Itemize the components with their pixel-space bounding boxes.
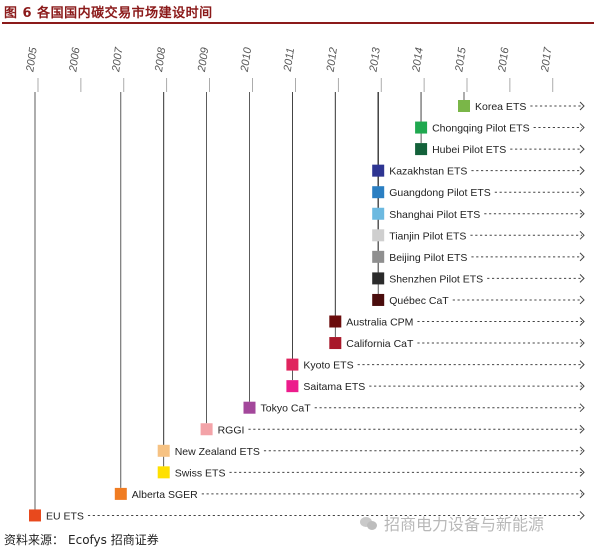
- event-label-alberta-sger: Alberta SGER: [132, 489, 198, 501]
- marker-kyoto-ets: [286, 358, 299, 371]
- event-label-swiss-ets: Swiss ETS: [175, 467, 226, 479]
- year-label-2005: 2005: [24, 46, 40, 74]
- arrow-head-beijing-pilot-ets: [579, 252, 585, 262]
- figure-title: 图 6 各国国内碳交易市场建设时间: [4, 6, 213, 21]
- arrow-head-korea-ets: [579, 101, 585, 111]
- arrow-head-kazakhstan-ets: [579, 166, 585, 176]
- year-label-2006: 2006: [67, 46, 83, 74]
- year-label-2017: 2017: [539, 46, 555, 74]
- year-label-2008: 2008: [153, 46, 169, 74]
- timeline-chart: 2005 2006 2007 2008 2009 2010 2011 2012 2013 2014…: [24, 46, 585, 522]
- marker-tianjin-pilot-ets: [372, 229, 385, 242]
- event-label-new-zealand-ets: New Zealand ETS: [175, 446, 260, 458]
- marker-beijing-pilot-ets: [372, 250, 385, 263]
- event-label-hubei-pilot-ets: Hubei Pilot ETS: [432, 144, 506, 156]
- arrow-head-kyoto-ets: [579, 360, 585, 369]
- year-label-2011: 2011: [282, 47, 297, 73]
- arrow-head-swiss-ets: [579, 467, 585, 477]
- title-divider: [2, 22, 594, 24]
- marker-qu-bec-cat: [372, 293, 385, 306]
- arrow-head-tokyo-cat: [579, 403, 585, 413]
- arrow-head-california-cat: [579, 338, 585, 348]
- arrow-head-eu-ets: [579, 511, 585, 520]
- event-label-rggi: RGGI: [218, 424, 245, 436]
- marker-australia-cpm: [329, 315, 342, 328]
- marker-kazakhstan-ets: [372, 164, 385, 177]
- source-value: Ecofys 招商证券: [68, 533, 159, 547]
- event-label-chongqing-pilot-ets: Chongqing Pilot ETS: [432, 123, 529, 135]
- marker-rggi: [200, 423, 213, 436]
- event-label-eu-ets: EU ETS: [46, 510, 84, 522]
- year-axis: 2005 2006 2007 2008 2009 2010 2011 2012 2013 2014…: [24, 46, 554, 74]
- marker-eu-ets: [29, 509, 41, 522]
- event-label-qu-bec-cat: Québec CaT: [389, 295, 449, 307]
- event-label-kyoto-ets: Kyoto ETS: [303, 360, 353, 372]
- year-label-2015: 2015: [453, 46, 469, 74]
- event-rows: Korea ETS Chongqing Pilot ETS Hubei Pilot …: [29, 100, 585, 522]
- arrow-head-qu-bec-cat: [579, 295, 585, 305]
- arrow-head-australia-cpm: [579, 317, 585, 326]
- source-note: 资料来源： Ecofys 招商证券: [4, 531, 159, 548]
- arrow-head-shenzhen-pilot-ets: [579, 274, 585, 283]
- event-label-australia-cpm: Australia CPM: [346, 317, 413, 329]
- marker-shanghai-pilot-ets: [372, 207, 385, 220]
- marker-chongqing-pilot-ets: [415, 121, 428, 134]
- year-label-2007: 2007: [110, 46, 126, 74]
- marker-korea-ets: [458, 100, 470, 112]
- arrow-head-tianjin-pilot-ets: [579, 230, 585, 240]
- source-label: 资料来源：: [4, 533, 65, 547]
- year-label-2012: 2012: [325, 47, 340, 74]
- event-label-saitama-ets: Saitama ETS: [303, 381, 365, 393]
- marker-tokyo-cat: [243, 401, 256, 414]
- event-label-tianjin-pilot-ets: Tianjin Pilot ETS: [389, 230, 466, 242]
- event-label-guangdong-pilot-ets: Guangdong Pilot ETS: [389, 187, 491, 199]
- event-label-korea-ets: Korea ETS: [475, 101, 526, 113]
- event-label-shenzhen-pilot-ets: Shenzhen Pilot ETS: [389, 273, 483, 285]
- arrow-head-shanghai-pilot-ets: [579, 209, 585, 219]
- marker-new-zealand-ets: [157, 444, 170, 457]
- watermark-text: 招商电力设备与新能源: [384, 515, 545, 534]
- event-label-california-cat: California CaT: [346, 338, 414, 350]
- year-label-2013: 2013: [367, 46, 383, 74]
- event-label-kazakhstan-ets: Kazakhstan ETS: [389, 166, 467, 178]
- event-label-beijing-pilot-ets: Beijing Pilot ETS: [389, 252, 467, 264]
- wechat-icon: [360, 515, 378, 531]
- arrow-head-hubei-pilot-ets: [579, 144, 585, 154]
- watermark: 招商电力设备与新能源: [360, 511, 544, 535]
- arrow-head-alberta-sger: [579, 489, 585, 499]
- arrow-head-guangdong-pilot-ets: [579, 187, 585, 197]
- marker-hubei-pilot-ets: [415, 143, 428, 156]
- event-label-tokyo-cat: Tokyo CaT: [261, 403, 312, 415]
- year-separators: [37, 78, 554, 92]
- marker-swiss-ets: [157, 466, 170, 479]
- arrow-head-new-zealand-ets: [579, 446, 585, 456]
- year-label-2016: 2016: [496, 46, 512, 74]
- marker-alberta-sger: [114, 487, 127, 500]
- year-label-2010: 2010: [239, 46, 255, 74]
- year-label-2009: 2009: [196, 47, 211, 74]
- arrow-head-saitama-ets: [579, 381, 585, 391]
- marker-guangdong-pilot-ets: [372, 186, 385, 199]
- marker-california-cat: [329, 337, 342, 350]
- arrow-head-rggi: [579, 424, 585, 434]
- marker-shenzhen-pilot-ets: [372, 272, 385, 285]
- year-label-2014: 2014: [410, 47, 425, 74]
- marker-saitama-ets: [286, 380, 299, 393]
- arrow-head-chongqing-pilot-ets: [579, 123, 585, 132]
- event-label-shanghai-pilot-ets: Shanghai Pilot ETS: [389, 209, 480, 221]
